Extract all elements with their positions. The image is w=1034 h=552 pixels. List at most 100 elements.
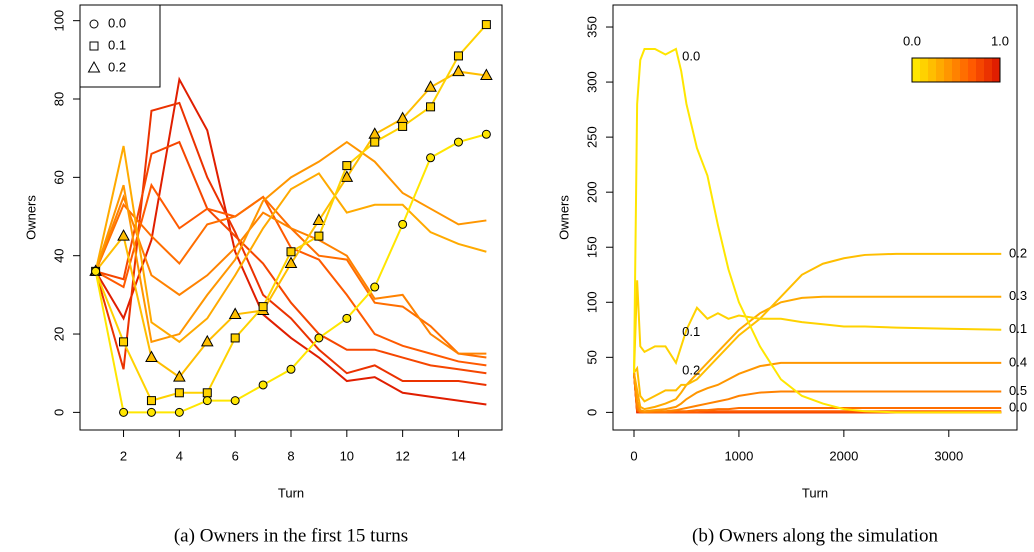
series-line	[94, 194, 487, 355]
point	[202, 388, 212, 398]
x-tick-label: 2000	[829, 448, 858, 463]
legend-label: 0.0	[108, 15, 126, 30]
legend-box	[79, 4, 161, 88]
y-tick-label: 0	[584, 409, 599, 416]
x-tick-label: 10	[340, 448, 354, 463]
point	[481, 20, 491, 30]
series-line	[633, 295, 1002, 411]
point	[370, 282, 380, 292]
point	[426, 102, 436, 112]
y-tick-label: 300	[584, 71, 599, 93]
point	[228, 307, 242, 319]
y-tick-label: 0	[51, 409, 66, 416]
x-tick-label: 0	[630, 448, 637, 463]
colorbar-swatch	[936, 58, 945, 82]
colorbar-swatch	[928, 58, 937, 82]
series-line	[632, 372, 1002, 414]
point	[314, 333, 324, 343]
point	[453, 51, 463, 61]
colorbar-swatch	[912, 58, 921, 82]
series-line	[94, 101, 487, 386]
colorbar-label: 0.0	[903, 33, 921, 48]
point	[314, 231, 324, 241]
y-tick-label: 100	[51, 10, 66, 32]
y-tick-label: 20	[51, 327, 66, 341]
series-line	[94, 140, 487, 344]
point	[258, 302, 268, 312]
series-label: 0.1	[682, 324, 700, 339]
point	[202, 396, 212, 406]
colorbar-swatch	[944, 58, 953, 82]
y-tick-label: 50	[584, 350, 599, 364]
end-label: 0.4	[1009, 354, 1027, 369]
point	[452, 64, 465, 77]
series-line	[633, 252, 1002, 403]
plot-frame	[612, 4, 1018, 431]
point	[258, 380, 268, 390]
x-tick-label: 2	[120, 448, 127, 463]
point	[145, 350, 158, 363]
x-tick-label: 8	[287, 448, 294, 463]
point	[286, 364, 296, 374]
series-line	[94, 76, 487, 406]
end-label: 0.2	[1009, 245, 1027, 260]
point	[146, 407, 156, 417]
y-tick-label: 40	[51, 248, 66, 262]
y-tick-label: 100	[584, 291, 599, 313]
point	[312, 213, 326, 225]
caption: (a) Owners in the first 15 turns	[174, 525, 408, 546]
y-tick-label: 250	[584, 126, 599, 148]
series-line	[94, 145, 487, 344]
x-tick-label: 6	[232, 448, 239, 463]
x-tick-label: 3000	[934, 448, 963, 463]
y-axis-label: Owners	[23, 195, 38, 240]
x-tick-label: 1000	[724, 448, 753, 463]
point	[173, 370, 186, 382]
end-label: 0.1	[1009, 321, 1027, 336]
point	[370, 137, 380, 147]
y-tick-label: 200	[584, 181, 599, 203]
point	[453, 137, 463, 147]
colorbar-label: 1.0	[991, 33, 1009, 48]
end-label: 0.0	[1009, 399, 1027, 414]
point	[91, 266, 101, 276]
point	[398, 121, 408, 131]
point	[424, 80, 437, 92]
point	[481, 129, 491, 139]
colorbar-swatch	[920, 58, 929, 82]
point	[426, 153, 436, 163]
point	[174, 388, 184, 398]
y-tick-label: 350	[584, 16, 599, 38]
series-line	[95, 140, 487, 375]
x-tick-label: 14	[451, 448, 465, 463]
point	[119, 407, 129, 417]
point	[117, 229, 130, 241]
plot-area	[632, 47, 1002, 414]
colorbar-swatch	[968, 58, 977, 82]
point	[230, 333, 240, 343]
plot-area	[89, 20, 493, 417]
colorbar-swatch	[952, 58, 961, 82]
legend-symbol	[89, 19, 99, 29]
point	[146, 396, 156, 406]
x-axis-label: Turn	[802, 485, 828, 500]
series-line	[632, 47, 1002, 414]
caption: (b) Owners along the simulation	[692, 525, 938, 546]
point	[342, 161, 352, 171]
end-label: 0.3	[1009, 288, 1027, 303]
y-tick-label: 60	[51, 170, 66, 184]
x-tick-label: 4	[176, 448, 183, 463]
point	[286, 247, 296, 257]
point	[342, 313, 352, 323]
colorbar-swatch	[992, 58, 1001, 82]
colorbar-swatch	[984, 58, 993, 82]
x-axis-label: Turn	[278, 485, 304, 500]
point	[368, 127, 382, 139]
series-label: 0.0	[682, 48, 700, 63]
colorbar-frame	[911, 57, 1001, 83]
point	[480, 68, 493, 81]
end-label: 0.5	[1009, 383, 1027, 398]
series-line	[632, 361, 1002, 413]
colorbar-swatch	[976, 58, 985, 82]
